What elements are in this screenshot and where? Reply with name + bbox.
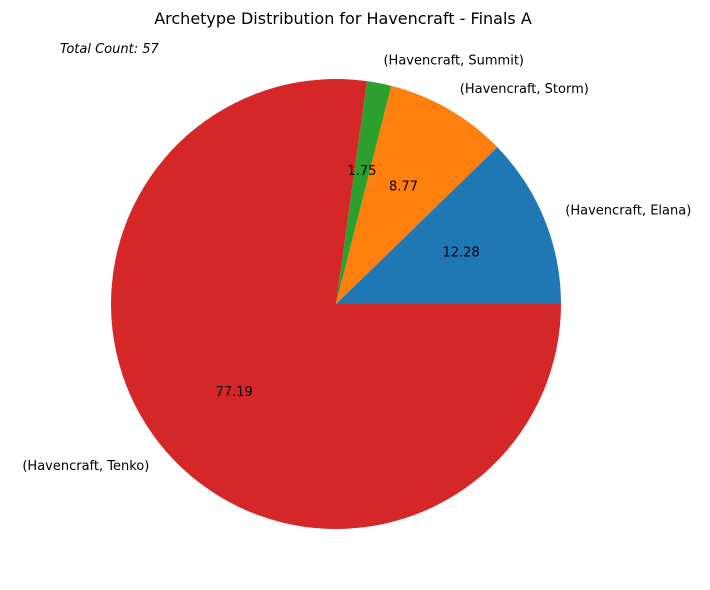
- chart-title: Archetype Distribution for Havencraft - …: [154, 9, 532, 28]
- pie-value-label-havencraft-elana: 12.28: [442, 246, 479, 261]
- pie-category-labels: (Havencraft, Elana) (Havencraft, Storm) (H…: [22, 54, 691, 474]
- pie-category-label-havencraft-tenko: (Havencraft, Tenko): [22, 459, 149, 474]
- pie-slices: [111, 79, 561, 529]
- pie-slice-havencraft-elana: [336, 147, 561, 304]
- pie-category-label-havencraft-summit: (Havencraft, Summit): [383, 54, 524, 69]
- total-count-annotation: Total Count: 57: [60, 42, 159, 57]
- pie-category-label-havencraft-storm: (Havencraft, Storm): [460, 82, 589, 97]
- pie-slice-havencraft-tenko: [111, 79, 561, 529]
- pie-value-label-havencraft-summit: 1.75: [347, 164, 376, 179]
- pie-slice-havencraft-summit: [336, 81, 392, 304]
- pie-value-label-havencraft-storm: 8.77: [389, 180, 418, 195]
- pie-value-labels: 12.28 8.77 1.75 77.19: [216, 164, 480, 400]
- pie-value-label-havencraft-tenko: 77.19: [216, 385, 253, 400]
- pie-category-label-havencraft-elana: (Havencraft, Elana): [565, 203, 691, 218]
- pie-slice-havencraft-storm: [336, 85, 498, 304]
